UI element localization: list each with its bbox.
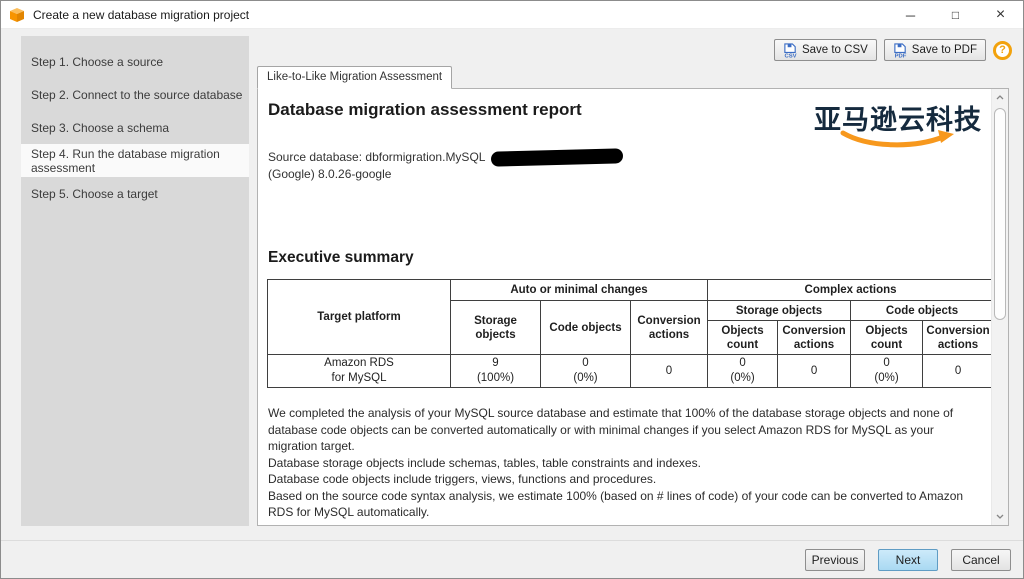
source-database-line1: Source database: dbformigration.MySQL — [268, 150, 486, 164]
save-to-csv-label: Save to CSV — [801, 44, 868, 56]
step-label: Step 4. Run the database migration asses… — [31, 146, 220, 175]
amazon-smile-arrow-icon — [840, 130, 954, 148]
col-header-code-objects-count: Objects count — [850, 320, 924, 355]
summary-paragraph-2: Database storage objects include schemas… — [268, 455, 701, 470]
cell-target-platform: Amazon RDS for MySQL — [267, 354, 451, 388]
executive-summary-heading: Executive summary — [268, 249, 414, 266]
col-header-code-conversion-actions: Conversion actions — [922, 320, 995, 355]
col-header-storage-objects-count: Objects count — [707, 320, 779, 355]
value-count: 0 — [739, 357, 746, 369]
report-title: Database migration assessment report — [268, 100, 582, 119]
sidebar-item-step-3[interactable]: Step 3. Choose a schema — [21, 111, 249, 144]
cell-complex-storage-objects-count: 0 (0%) — [707, 354, 779, 388]
scroll-down-icon[interactable] — [992, 508, 1008, 525]
wizard-footer: Previous Next Cancel — [1, 540, 1023, 578]
save-to-pdf-label: Save to PDF — [911, 44, 977, 56]
help-glyph: ? — [999, 44, 1006, 56]
col-header-storage-conversion-actions: Conversion actions — [777, 320, 852, 355]
col-subgroup-complex-code-objects: Code objects — [850, 300, 995, 321]
close-icon[interactable]: × — [995, 6, 1006, 23]
value-count: 0 — [883, 357, 890, 369]
cell-complex-code-objects-count: 0 (0%) — [850, 354, 924, 388]
value-count: 0 — [582, 357, 589, 369]
vertical-scrollbar[interactable] — [991, 89, 1008, 525]
value-percent: (0%) — [874, 372, 899, 384]
source-database-info: Source database: dbformigration.MySQL (G… — [268, 148, 624, 183]
csv-floppy-icon: CSV — [784, 42, 797, 58]
window-controls: ─ □ × — [888, 1, 1023, 29]
col-group-complex-actions: Complex actions — [707, 279, 995, 301]
redacted-hostname — [491, 148, 624, 168]
maximize-icon[interactable]: □ — [951, 8, 960, 22]
col-header-auto-code-objects: Code objects — [540, 300, 631, 355]
step-label: Step 3. Choose a schema — [31, 120, 170, 135]
window-title: Create a new database migration project — [33, 7, 250, 22]
platform-line2: for MySQL — [331, 372, 387, 384]
tab-label: Like-to-Like Migration Assessment — [267, 71, 443, 83]
tab-like-to-like-migration-assessment[interactable]: Like-to-Like Migration Assessment — [257, 66, 453, 89]
value-percent: (0%) — [730, 372, 755, 384]
title-bar: Create a new database migration project … — [1, 1, 1023, 29]
pdf-floppy-icon: PDF — [894, 42, 907, 58]
scroll-up-icon[interactable] — [992, 89, 1008, 106]
cell-auto-code-objects: 0 (0%) — [540, 354, 631, 388]
col-header-auto-storage-objects: Storage objects — [450, 300, 541, 355]
svg-text:PDF: PDF — [894, 53, 906, 57]
sidebar-item-step-1[interactable]: Step 1. Choose a source — [21, 45, 249, 78]
save-to-pdf-button[interactable]: PDF Save to PDF — [883, 39, 986, 61]
aws-cube-icon — [10, 7, 24, 22]
help-icon[interactable]: ? — [993, 40, 1012, 60]
value-count: 9 — [492, 357, 499, 369]
step-label: Step 2. Connect to the source database — [31, 87, 243, 102]
minimize-icon[interactable]: ─ — [905, 7, 916, 23]
step-label: Step 1. Choose a source — [31, 54, 164, 69]
svg-text:CSV: CSV — [784, 53, 796, 57]
col-group-auto-minimal-changes: Auto or minimal changes — [449, 279, 709, 301]
col-header-auto-conversion-actions: Conversion actions — [629, 300, 709, 355]
next-button[interactable]: Next — [878, 549, 938, 571]
source-database-line2: (Google) 8.0.26-google — [268, 167, 392, 181]
scrollbar-thumb[interactable] — [994, 108, 1006, 320]
executive-summary-table: Target platform Auto or minimal changes … — [267, 279, 995, 388]
col-header-target-platform: Target platform — [267, 279, 451, 355]
assessment-report-panel: Database migration assessment report 亚马逊… — [257, 88, 1009, 526]
platform-line1: Amazon RDS — [324, 357, 394, 369]
previous-button[interactable]: Previous — [805, 549, 865, 571]
cell-auto-conversion-actions: 0 — [629, 354, 709, 388]
cell-complex-code-conversion-actions: 0 — [922, 354, 995, 388]
report-toolbar: CSV Save to CSV PDF Save to PDF ? — [773, 39, 1012, 61]
sidebar-item-step-2[interactable]: Step 2. Connect to the source database — [21, 78, 249, 111]
save-to-csv-button[interactable]: CSV Save to CSV — [773, 39, 877, 61]
wizard-steps-sidebar: Step 1. Choose a source Step 2. Connect … — [21, 36, 249, 526]
cell-auto-storage-objects: 9 (100%) — [450, 354, 541, 388]
summary-paragraph-1: We completed the analysis of your MySQL … — [268, 406, 954, 453]
cancel-button[interactable]: Cancel — [951, 549, 1011, 571]
col-subgroup-complex-storage-objects: Storage objects — [707, 300, 852, 321]
sidebar-item-step-4[interactable]: Step 4. Run the database migration asses… — [21, 144, 249, 177]
step-label: Step 5. Choose a target — [31, 186, 158, 201]
value-percent: (100%) — [476, 372, 515, 384]
cell-complex-storage-conversion-actions: 0 — [777, 354, 852, 388]
sidebar-item-step-5[interactable]: Step 5. Choose a target — [21, 177, 249, 210]
value-percent: (0%) — [573, 372, 598, 384]
summary-paragraph-3: Database code objects include triggers, … — [268, 472, 657, 486]
assessment-summary-text: We completed the analysis of your MySQL … — [268, 405, 980, 521]
summary-paragraph-4: Based on the source code syntax analysis… — [268, 488, 964, 520]
amazon-cloud-logo: 亚马逊云科技 — [814, 105, 982, 151]
amazon-cloud-logo-text: 亚马逊云科技 — [814, 105, 982, 135]
table-row: Amazon RDS for MySQL 9 (100%) 0 (0%) 0 0… — [267, 354, 995, 388]
